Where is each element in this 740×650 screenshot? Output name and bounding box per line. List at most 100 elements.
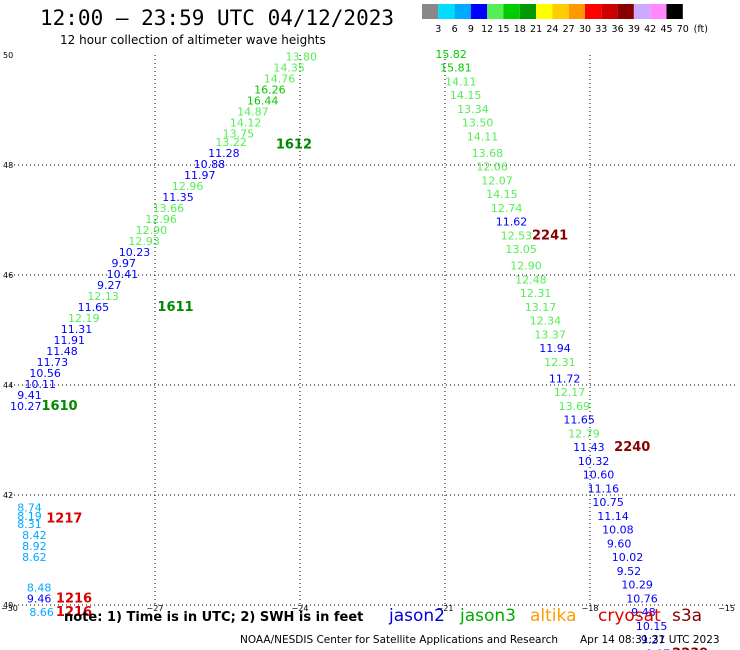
footer-credit: NOAA/NESDIS Center for Satellite Applica… (240, 634, 558, 646)
mission-legend-jason2: jason2 (389, 606, 445, 626)
swh-value-label: 13.69 (559, 400, 591, 413)
footer-note: note: 1) Time is in UTC; 2) SWH is in fe… (64, 610, 364, 625)
color-swatch (519, 4, 537, 19)
swh-value-label: 10.02 (612, 551, 644, 564)
color-scale-label: 18 (514, 24, 526, 35)
swh-value-label: 13.80 (286, 51, 318, 64)
color-scale-label: 27 (563, 24, 575, 35)
color-swatch (585, 4, 602, 19)
color-swatch (617, 4, 634, 19)
color-scale-label: 70 (677, 24, 689, 35)
swh-value-label: 11.65 (563, 414, 595, 427)
swh-value-label: 11.48 (46, 345, 78, 358)
color-swatch (422, 4, 439, 19)
swh-value-label: 11.62 (496, 216, 528, 229)
swh-value-label: 11.28 (208, 147, 240, 160)
color-scale-unit: (ft) (694, 24, 708, 35)
swh-value-label: 10.23 (119, 246, 151, 259)
pass-time-label: 1612 (276, 138, 312, 153)
color-scale-label: 36 (612, 24, 624, 35)
swh-value-label: 12.19 (68, 312, 100, 325)
swh-value-label: 9.60 (607, 537, 632, 550)
x-tick-label: −15 (718, 604, 735, 613)
swh-value-label: 13.50 (462, 117, 494, 130)
pass-time-label: 2240 (614, 440, 650, 455)
swh-value-label: 13.22 (215, 136, 247, 149)
swh-value-label: 10.60 (583, 469, 615, 482)
mission-legend-jason3: jason3 (460, 606, 516, 626)
swh-value-label: 12.90 (136, 224, 168, 237)
color-scale-label: 30 (579, 24, 591, 35)
swh-value-label: 12.96 (145, 213, 177, 226)
swh-value-label: 11.35 (162, 191, 194, 204)
page-title: 12:00 – 23:59 UTC 04/12/2023 (40, 6, 395, 30)
color-swatch (454, 4, 471, 19)
tick-labels: −30 −27 −24 −21 −18 −15 40 42 44 46 48 50 (1, 51, 735, 613)
swh-value-label: 10.11 (25, 378, 57, 391)
swh-value-label: 10.08 (602, 524, 634, 537)
swh-value-label: 12.53 (501, 229, 533, 242)
swh-value-label: 14.11 (445, 75, 477, 88)
color-swatch (438, 4, 455, 19)
swh-value-label: 14.12 (230, 117, 262, 130)
x-tick-label: −18 (582, 604, 599, 613)
swh-value-label: 12.34 (530, 315, 562, 328)
swh-value-label: 9.52 (617, 565, 642, 578)
color-swatch (503, 4, 520, 19)
swh-value-label: 12.07 (481, 174, 513, 187)
swh-value-label: 9.27 (641, 634, 666, 647)
swh-value-label: 9.27 (97, 279, 122, 292)
swh-value-label: 12.48 (515, 273, 547, 286)
swh-value-label: 10.88 (194, 158, 226, 171)
swh-value-label: 12.31 (544, 356, 576, 369)
color-swatch (568, 4, 585, 19)
swh-value-label: 15.81 (440, 62, 472, 75)
color-swatch (633, 4, 651, 19)
pass-time-label: 1610 (41, 399, 77, 414)
color-scale-legend: 3 6 9 12 15 18 21 24 27 30 33 36 39 42 45 70 (ft) (422, 4, 708, 35)
swh-value-label: 9.41 (17, 389, 42, 402)
swh-value-label: 9.97 (112, 257, 137, 270)
swh-value-label: 9.48 (631, 606, 656, 619)
swh-value-label: 13.34 (457, 103, 489, 116)
swh-value-label: 11.65 (78, 301, 110, 314)
pass-time-label: 2239 (672, 646, 708, 650)
swh-value-label: 14.76 (264, 73, 296, 86)
color-scale-label: 21 (530, 24, 542, 35)
mission-legend-s3a: s3a (672, 606, 703, 626)
y-tick-label: 50 (3, 51, 13, 60)
swh-value-label: 8.74 (17, 502, 42, 515)
swh-value-label: 16.44 (247, 95, 278, 108)
swh-value-label: 11.72 (549, 372, 581, 385)
swh-value-label: 10.56 (29, 367, 61, 380)
swh-value-label: 14.35 (273, 62, 305, 75)
swh-value-label: 11.16 (588, 482, 620, 495)
swh-value-label: 10.41 (107, 268, 138, 281)
color-scale-label: 3 (435, 24, 441, 35)
color-scale-label: 6 (452, 24, 458, 35)
swh-value-label: 13.17 (525, 301, 557, 314)
swh-value-label: 12.17 (554, 386, 586, 399)
swh-value-label: 12.79 (568, 427, 600, 440)
x-tick-label: −27 (147, 604, 164, 613)
color-scale-label: 24 (546, 24, 558, 35)
mission-legend-altika: altika (530, 606, 577, 626)
swh-value-label: 10.32 (578, 455, 610, 468)
swh-value-label: 12.06 (476, 161, 508, 174)
x-tick-label: −24 (292, 604, 309, 613)
swh-value-label: 12.90 (510, 260, 542, 273)
swh-value-label: 10.76 (626, 592, 658, 605)
y-tick-label: 40 (3, 601, 13, 610)
color-swatch (601, 4, 618, 19)
swh-value-label: 13.66 (153, 202, 185, 215)
swh-value-label: 11.14 (597, 510, 629, 523)
swh-value-label: 12.96 (172, 180, 204, 193)
swh-value-label: 13.75 (223, 128, 255, 141)
x-tick-label: −21 (437, 604, 454, 613)
swh-value-label: 11.73 (37, 356, 68, 369)
swh-value-label: 14.15 (450, 89, 482, 102)
y-tick-label: 44 (3, 381, 13, 390)
swh-value-label: 13.68 (472, 147, 504, 160)
